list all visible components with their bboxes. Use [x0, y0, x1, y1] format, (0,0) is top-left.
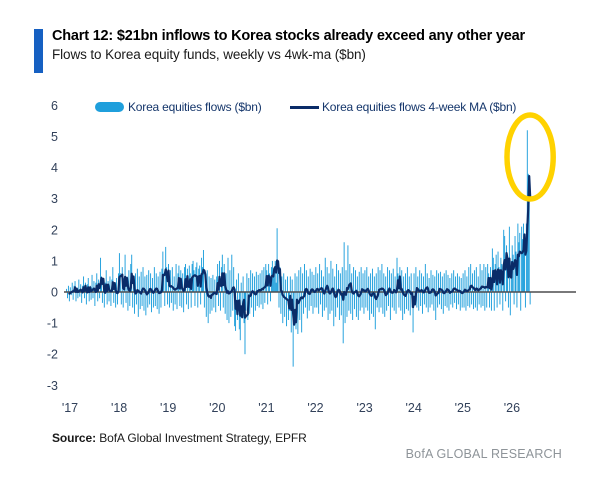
chart-subtitle: Flows to Korea equity funds, weekly vs 4… [52, 47, 366, 62]
x-tick-label: '24 [406, 401, 422, 415]
legend-item-bars: Korea equities flows ($bn) [95, 98, 262, 116]
brand-mark: BofA GLOBAL RESEARCH [405, 447, 562, 461]
x-tick-label: '26 [504, 401, 520, 415]
bar-series-label: Korea equities flows ($bn) [128, 100, 262, 114]
y-tick-label: -1 [47, 317, 58, 331]
x-tick-label: '20 [209, 401, 225, 415]
four-week-ma-line [68, 175, 532, 326]
line-series-label: Korea equities flows 4-week MA ($bn) [322, 100, 517, 114]
bar-series-swatch-icon [95, 102, 124, 112]
y-tick-label: 3 [51, 192, 58, 206]
x-tick-label: '23 [356, 401, 372, 415]
title-block: Chart 12: $21bn inflows to Korea stocks … [52, 27, 592, 64]
y-tick-label: 2 [51, 223, 58, 237]
y-tick-label: -3 [47, 379, 58, 393]
x-tick-label: '21 [258, 401, 274, 415]
source-text: BofA Global Investment Strategy, EPFR [95, 431, 307, 445]
y-axis-tick-labels: 6 5 4 3 2 1 0 -1 -2 -3 [47, 99, 58, 393]
y-tick-label: 5 [51, 130, 58, 144]
x-tick-label: '17 [62, 401, 78, 415]
x-tick-label: '22 [307, 401, 323, 415]
y-tick-label: 4 [51, 161, 58, 175]
line-series-swatch-icon [290, 105, 319, 109]
source-label: Source: [52, 431, 96, 445]
source-note: Source: BofA Global Investment Strategy,… [52, 431, 307, 445]
x-tick-label: '25 [455, 401, 471, 415]
chart-title: Chart 12: $21bn inflows to Korea stocks … [52, 28, 525, 44]
y-tick-label: -2 [47, 348, 58, 362]
title-accent-bar [34, 29, 43, 73]
record-spike-highlight-ellipse [504, 112, 556, 202]
x-axis-tick-labels: '17 '18 '19 '20 '21 '22 '23 '24 '25 '26 [62, 401, 520, 415]
legend-item-ma-line: Korea equities flows 4-week MA ($bn) [290, 98, 516, 116]
y-tick-label: 0 [51, 286, 58, 300]
y-tick-label: 6 [51, 99, 58, 113]
x-tick-label: '18 [111, 401, 127, 415]
weekly-flow-bars [66, 130, 531, 367]
chart-legend: Korea equities flows ($bn) Korea equitie… [0, 98, 610, 116]
x-tick-label: '19 [160, 401, 176, 415]
y-tick-label: 1 [51, 254, 58, 268]
